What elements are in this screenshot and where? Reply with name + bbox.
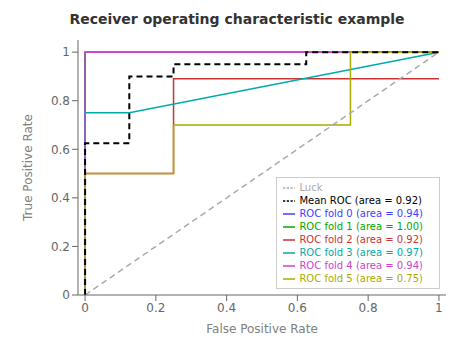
svg-text:0.2: 0.2 xyxy=(51,240,70,254)
html-text:ROC fold 3 (area = 0.97): ROC fold 3 (area = 0.97) xyxy=(299,247,423,258)
html-text:ROC fold 2 (area = 0.92): ROC fold 2 (area = 0.92) xyxy=(299,234,423,245)
html-text:Receiver operating characteris: Receiver operating characteristic exampl… xyxy=(69,11,405,27)
html-text:Mean ROC (area = 0.92): Mean ROC (area = 0.92) xyxy=(299,195,422,206)
svg-text:0.4: 0.4 xyxy=(51,191,70,205)
svg-text:0.2: 0.2 xyxy=(146,301,165,315)
svg-text:0.6: 0.6 xyxy=(51,143,70,157)
svg-text:0: 0 xyxy=(81,301,89,315)
svg-text:0.4: 0.4 xyxy=(217,301,236,315)
html-text:ROC fold 5 (area = 0.75): ROC fold 5 (area = 0.75) xyxy=(299,273,423,284)
svg-text:0: 0 xyxy=(62,288,70,302)
svg-text:0.6: 0.6 xyxy=(288,301,307,315)
html-text:ROC fold 1 (area = 1.00): ROC fold 1 (area = 1.00) xyxy=(299,221,423,232)
html-text:ROC fold 0 (area = 0.94): ROC fold 0 (area = 0.94) xyxy=(299,208,423,219)
svg-text:True Positive Rate: True Positive Rate xyxy=(21,114,35,222)
svg-text:0.8: 0.8 xyxy=(359,301,378,315)
svg-text:1: 1 xyxy=(62,45,70,59)
html-text:ROC fold 4 (area = 0.94): ROC fold 4 (area = 0.94) xyxy=(299,260,423,271)
svg-text:0.8: 0.8 xyxy=(51,94,70,108)
svg-text:1: 1 xyxy=(435,301,443,315)
html-text:Luck: Luck xyxy=(299,182,323,193)
svg-text:False Positive Rate: False Positive Rate xyxy=(206,322,318,336)
